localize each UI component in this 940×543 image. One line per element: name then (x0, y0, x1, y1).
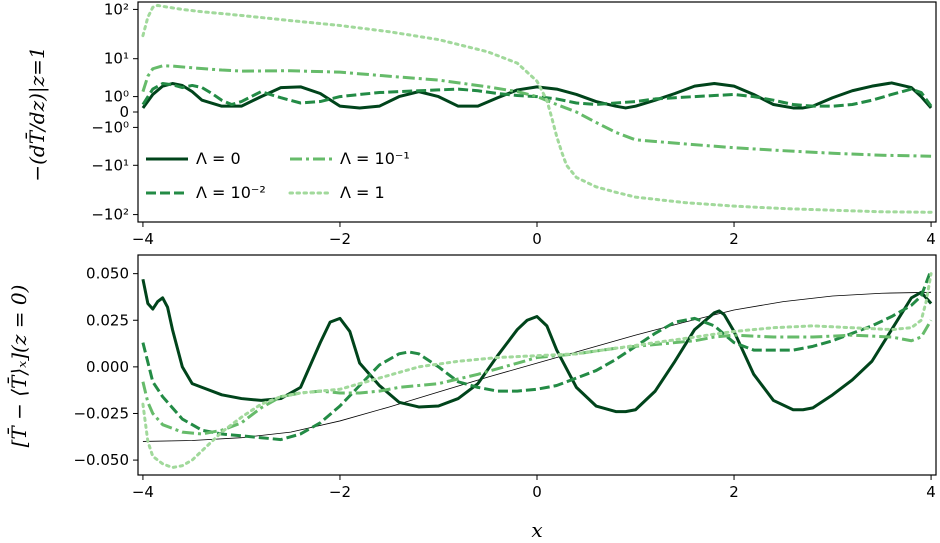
bottom-series-line-2 (141, 269, 933, 442)
legend-label-3: Λ = 1 (340, 183, 385, 202)
bottom-series-group (141, 269, 933, 470)
legend-label-0: Λ = 0 (196, 149, 241, 168)
bottom-y-tick-label: 0.000 (86, 358, 129, 376)
top-y-tick-label: −10⁰ (91, 118, 129, 136)
top-series-line-0 (141, 81, 933, 110)
bottom-y-tick-label: −0.025 (73, 404, 129, 422)
bottom-y-axis-label-text: [T̄ − ⟨T̄⟩ₓ](z = 0) (6, 285, 31, 448)
bottom-x-tick-label: −2 (329, 483, 351, 501)
top-y-tick-label: −10¹ (91, 156, 129, 174)
top-y-tick-label: 10² (104, 0, 129, 18)
top-series-line-2 (141, 64, 932, 158)
bottom-panel: −4 −2 0 2 4 0.050 0.025 0.000 −0.025 −0.050 (73, 254, 937, 501)
x-axis-label: x (531, 518, 542, 542)
top-y-tick-label: 10⁰ (104, 88, 129, 106)
legend: Λ = 0 Λ = 10⁻² Λ = 10⁻¹ Λ = 1 (146, 149, 410, 202)
bottom-x-tick-label: 2 (729, 483, 739, 501)
bottom-series-line-0 (142, 291, 932, 442)
top-y-axis-label-text: −(dT̄/dz)|z=1 (24, 46, 50, 181)
bottom-x-tick-label: 0 (532, 483, 542, 501)
top-x-tick-label: 0 (532, 230, 542, 248)
bottom-series-line-1 (141, 278, 933, 414)
top-y-tick-label: 10¹ (104, 50, 129, 68)
top-x-tick-label: −2 (329, 230, 351, 248)
bottom-series-line-4 (141, 272, 933, 470)
legend-label-1: Λ = 10⁻² (196, 183, 266, 202)
bottom-x-tick-label: −4 (132, 483, 154, 501)
top-series-group (141, 3, 933, 214)
top-y-tick-label: 0 (119, 103, 129, 121)
bottom-x-tick-label: 4 (926, 483, 936, 501)
bottom-series-line-3 (141, 319, 933, 436)
bottom-y-tick-label: 0.050 (86, 265, 129, 283)
top-y-axis-label: −(dT̄/dz)|z=1 (24, 46, 50, 181)
bottom-y-tick-label: 0.025 (86, 311, 129, 329)
top-series-line-3 (141, 3, 933, 214)
top-series-line-1 (141, 82, 933, 108)
legend-label-2: Λ = 10⁻¹ (340, 149, 410, 168)
top-y-tick-label: −10² (91, 206, 129, 224)
bottom-axes-frame (137, 254, 937, 476)
bottom-y-tick-label: −0.050 (73, 451, 129, 469)
bottom-y-axis-label: [T̄ − ⟨T̄⟩ₓ](z = 0) (6, 285, 31, 448)
top-x-tick-label: 4 (926, 230, 936, 248)
top-x-tick-label: 2 (729, 230, 739, 248)
top-x-tick-label: −4 (132, 230, 154, 248)
